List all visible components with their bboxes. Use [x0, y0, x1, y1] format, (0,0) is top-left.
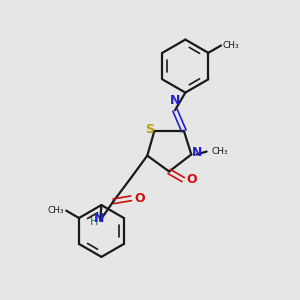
Text: O: O — [134, 192, 145, 205]
Text: CH₃: CH₃ — [212, 147, 229, 156]
Text: CH₃: CH₃ — [47, 206, 64, 215]
Text: O: O — [186, 173, 197, 186]
Text: N: N — [94, 212, 104, 224]
Text: N: N — [170, 94, 180, 107]
Text: N: N — [191, 146, 202, 160]
Text: H: H — [89, 217, 98, 227]
Text: CH₃: CH₃ — [223, 41, 239, 50]
Text: S: S — [146, 123, 154, 136]
